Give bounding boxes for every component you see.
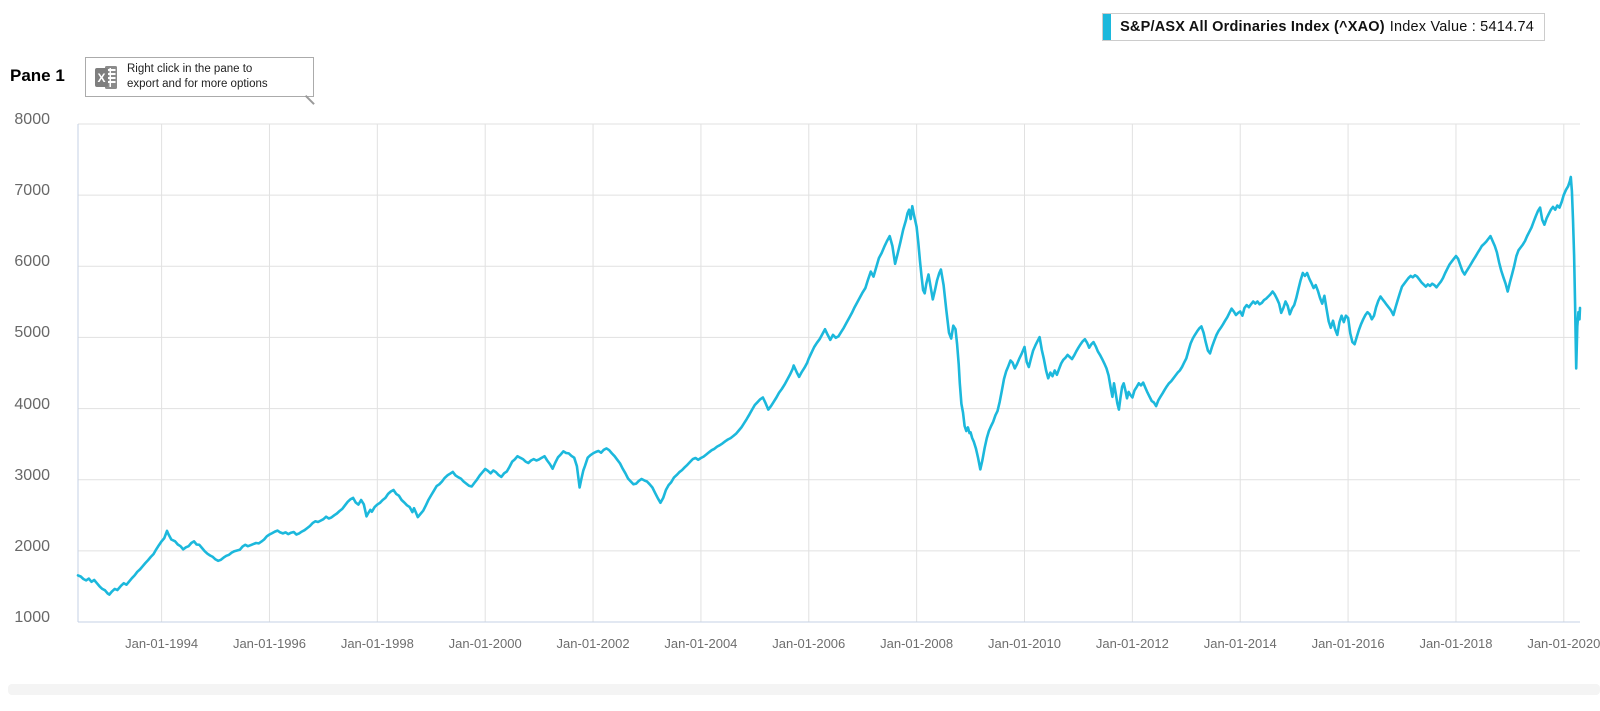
y-axis-tick-label: 7000 <box>14 182 50 200</box>
svg-text:X: X <box>97 71 105 85</box>
pane-title: Pane 1 <box>10 66 65 85</box>
x-axis-tick-label: Jan-01-2000 <box>448 636 522 651</box>
x-axis-tick-label: Jan-01-2020 <box>1527 636 1600 651</box>
x-axis-tick-label: Jan-01-2016 <box>1311 636 1385 651</box>
series-legend[interactable]: S&P/ASX All Ordinaries Index (^XAO) Inde… <box>1102 13 1545 41</box>
y-axis-tick-label: 6000 <box>14 253 50 271</box>
series-color-marker <box>1103 14 1112 40</box>
x-axis-tick-label: Jan-01-1996 <box>232 636 306 651</box>
y-axis-tick-label: 1000 <box>14 609 50 626</box>
x-axis-tick-label: Jan-01-2018 <box>1419 636 1493 651</box>
excel-export-icon: X <box>95 65 117 89</box>
x-axis-tick-label: Jan-01-2012 <box>1095 636 1169 651</box>
index-value-line <box>76 175 1582 596</box>
x-axis-tick-label: Jan-01-2006 <box>772 636 846 651</box>
export-hint-line1: Right click in the pane to <box>127 63 253 76</box>
y-axis-tick-label: 8000 <box>14 111 50 128</box>
y-axis-tick-label: 2000 <box>14 537 50 555</box>
x-axis-tick-label: Jan-01-2008 <box>880 636 954 651</box>
series-index-value: Index Value : 5414.74 <box>1389 19 1534 35</box>
y-axis-tick-label: 3000 <box>14 466 50 484</box>
y-axis-tick-label: 5000 <box>14 324 50 342</box>
series-name: S&P/ASX All Ordinaries Index (^XAO) <box>1120 19 1385 35</box>
export-hint-line2: export and for more options <box>127 78 268 90</box>
x-axis-tick-label: Jan-01-2002 <box>556 636 630 651</box>
x-axis-tick-label: Jan-01-1998 <box>340 636 414 651</box>
export-hint-tooltip: X Right click in the pane to export and … <box>85 57 315 105</box>
x-axis-tick-label: Jan-01-1994 <box>125 636 199 651</box>
horizontal-scrollbar[interactable] <box>8 684 1600 695</box>
x-axis-tick-label: Jan-01-2010 <box>988 636 1061 651</box>
x-axis-tick-label: Jan-01-2004 <box>664 636 738 651</box>
y-axis-tick-label: 4000 <box>14 395 50 413</box>
x-axis-tick-label: Jan-01-2014 <box>1203 636 1277 651</box>
